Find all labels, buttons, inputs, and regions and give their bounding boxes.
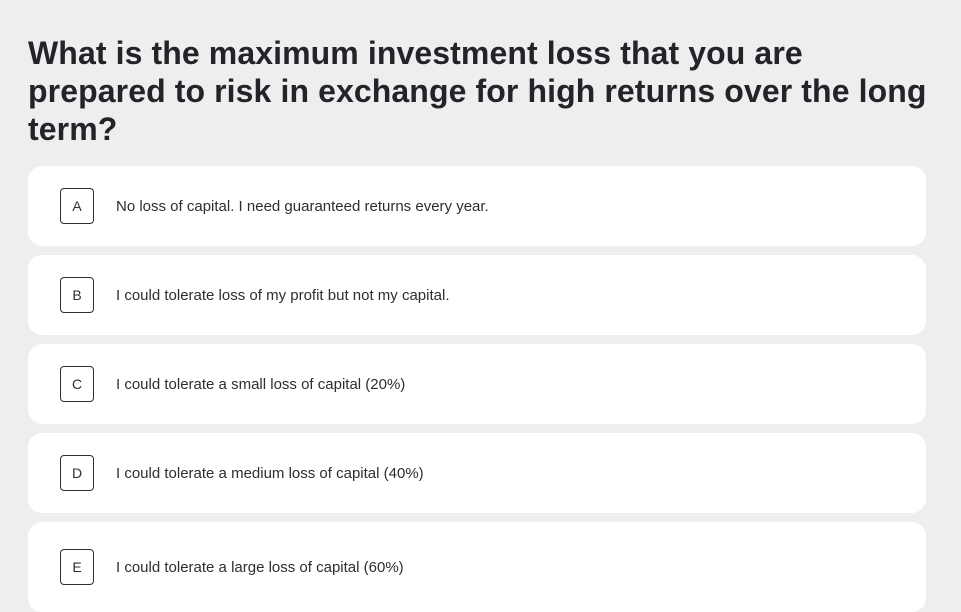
question-title: What is the maximum investment loss that… xyxy=(28,35,927,147)
option-label-a: No loss of capital. I need guaranteed re… xyxy=(116,197,489,215)
option-label-b: I could tolerate loss of my profit but n… xyxy=(116,286,450,304)
option-b[interactable]: B I could tolerate loss of my profit but… xyxy=(28,255,926,335)
option-key-e: E xyxy=(60,549,94,585)
option-e[interactable]: E I could tolerate a large loss of capit… xyxy=(28,522,926,612)
option-c[interactable]: C I could tolerate a small loss of capit… xyxy=(28,344,926,424)
option-key-b: B xyxy=(60,277,94,313)
answer-options: A No loss of capital. I need guaranteed … xyxy=(28,166,926,612)
option-label-c: I could tolerate a small loss of capital… xyxy=(116,375,406,393)
option-d[interactable]: D I could tolerate a medium loss of capi… xyxy=(28,433,926,513)
option-key-a: A xyxy=(60,188,94,224)
option-label-e: I could tolerate a large loss of capital… xyxy=(116,558,404,576)
option-key-d: D xyxy=(60,455,94,491)
option-a[interactable]: A No loss of capital. I need guaranteed … xyxy=(28,166,926,246)
option-label-d: I could tolerate a medium loss of capita… xyxy=(116,464,424,482)
option-key-c: C xyxy=(60,366,94,402)
